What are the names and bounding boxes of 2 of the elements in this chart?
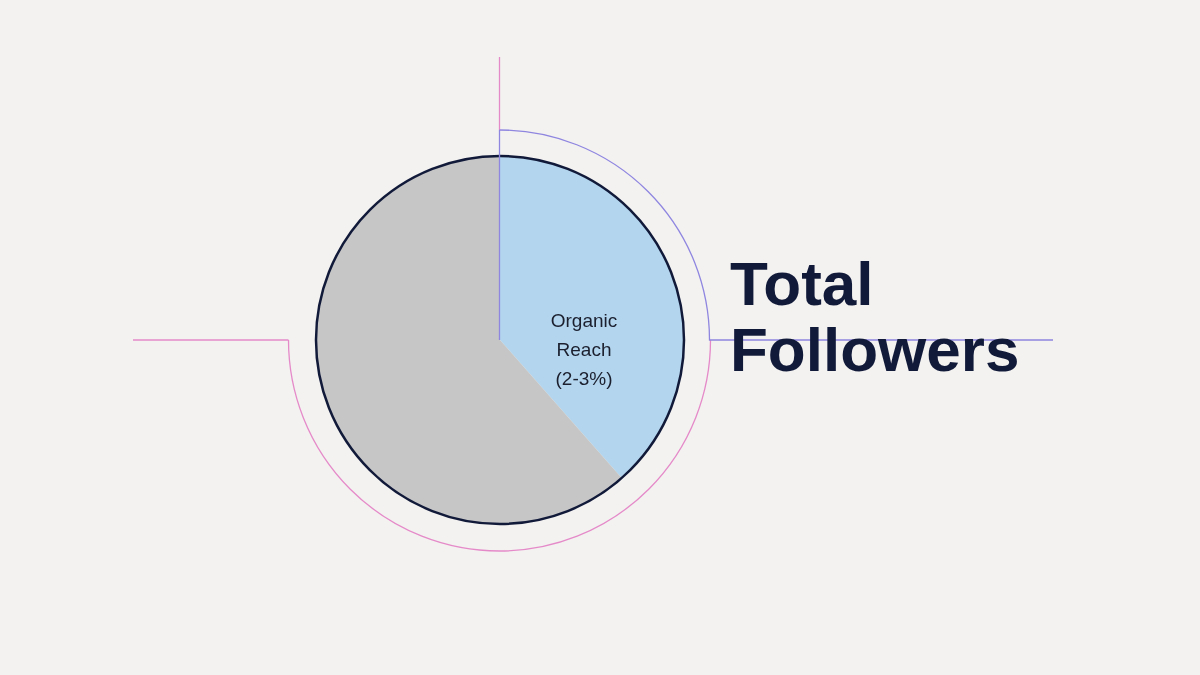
text: Total Followers — [730, 249, 1021, 384]
slice-label: Organic Reach (2-3%) — [550, 309, 618, 389]
